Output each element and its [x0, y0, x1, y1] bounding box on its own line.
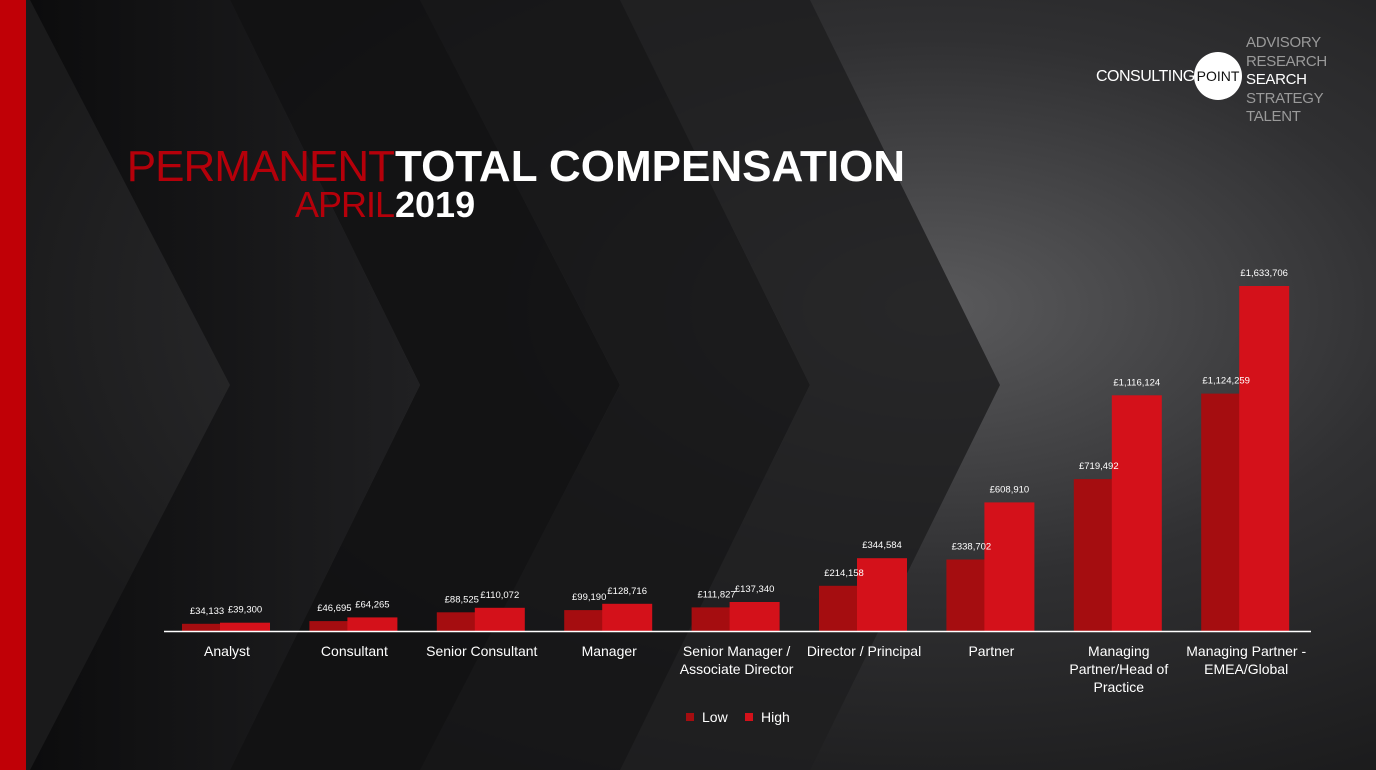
chevron-shape	[420, 0, 810, 770]
category-label: Managing Partner -	[1186, 643, 1306, 659]
data-label-high: £137,340	[735, 584, 775, 595]
category-label: Partner	[968, 643, 1014, 659]
category-label: Practice	[1094, 679, 1145, 695]
category-label: Associate Director	[680, 661, 794, 677]
legend-swatch-high	[745, 713, 753, 721]
title-total-compensation: TOTAL COMPENSATION	[395, 142, 906, 191]
logo-service: TALENT	[1246, 108, 1301, 125]
title-year: 2019	[395, 184, 476, 225]
bar-high	[220, 622, 270, 631]
title-permanent: PERMANENT	[126, 142, 395, 191]
consulting-point-logo: CONSULTING POINT ADVISORY RESEARCH SEARC…	[1096, 34, 1336, 134]
data-label-high: £64,265	[355, 599, 389, 610]
data-label-high: £344,584	[862, 540, 902, 551]
bar-high	[347, 617, 398, 631]
bar-high	[857, 558, 907, 631]
category-label: Analyst	[204, 643, 250, 659]
category-label: Consultant	[321, 643, 388, 659]
legend-swatch-low	[686, 713, 694, 721]
category-label: Senior Manager /	[683, 643, 791, 659]
logo-circle	[1194, 52, 1242, 100]
bar-low	[564, 610, 615, 631]
data-label-high: £128,716	[607, 586, 647, 597]
data-label-low: £214,158	[824, 568, 864, 579]
chevron-shape	[230, 0, 620, 770]
category-label: Partner/Head of	[1069, 661, 1168, 677]
logo-consulting: CONSULTING	[1096, 68, 1195, 85]
bar-high	[1111, 395, 1162, 631]
red-side-strip	[0, 0, 26, 770]
bar-low	[182, 623, 232, 631]
data-label-low: £46,695	[317, 603, 351, 614]
data-label-low: £338,702	[952, 542, 992, 553]
data-label-high: £1,633,706	[1240, 268, 1288, 279]
bar-high	[474, 607, 525, 631]
data-label-low: £99,190	[572, 592, 606, 603]
bar-low	[309, 621, 360, 631]
data-label-high: £110,072	[480, 590, 519, 601]
bar-high	[729, 602, 780, 631]
data-label-low: £719,492	[1079, 461, 1119, 472]
logo-service: STRATEGY	[1246, 89, 1324, 107]
bar-low	[691, 607, 742, 631]
logo-service: RESEARCH	[1246, 52, 1327, 70]
category-label: Manager	[582, 643, 638, 659]
bar-high	[602, 603, 653, 631]
data-label-high: £1,116,124	[1113, 377, 1160, 388]
bar-low	[436, 612, 487, 631]
chevron-shape	[30, 0, 420, 770]
data-label-low: £111,827	[697, 589, 735, 600]
logo-services: ADVISORY RESEARCH SEARCH STRATEGY TALENT	[1246, 34, 1327, 127]
legend-label-low: Low	[702, 709, 729, 725]
category-label: EMEA/Global	[1204, 661, 1288, 677]
title-red-block: PERMANENT APRIL	[100, 142, 395, 225]
category-label: Director / Principal	[807, 643, 921, 659]
data-label-low: £88,525	[445, 594, 479, 605]
category-label: Senior Consultant	[426, 643, 537, 659]
bar-high	[1239, 286, 1290, 631]
bar-high	[984, 502, 1035, 631]
legend-label-high: High	[761, 709, 790, 725]
logo-service-active: SEARCH	[1246, 71, 1307, 88]
title-april: APRIL	[294, 184, 395, 225]
data-label-low: £34,133	[190, 606, 224, 617]
data-label-high: £608,910	[990, 484, 1030, 495]
logo-service: ADVISORY	[1246, 34, 1321, 51]
data-label-low: £1,124,259	[1202, 376, 1250, 387]
logo-point: POINT	[1196, 68, 1240, 84]
data-label-high: £39,300	[228, 605, 262, 616]
category-label: Managing	[1088, 643, 1150, 659]
title-white-block: TOTAL COMPENSATION 2019	[395, 144, 905, 224]
